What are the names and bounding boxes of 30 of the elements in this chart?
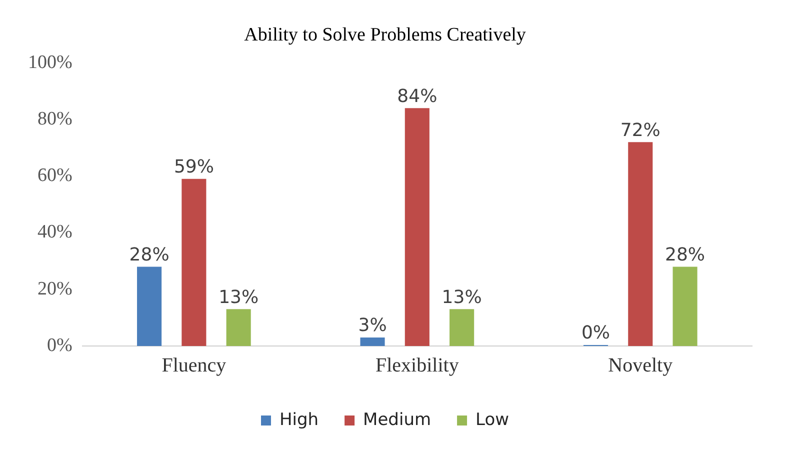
data-label: 3% (358, 315, 387, 336)
legend-label: Low (476, 410, 510, 430)
y-tick-label: 100% (28, 52, 72, 73)
y-tick-label: 80% (38, 108, 72, 130)
data-label: 28% (129, 244, 170, 266)
x-tick-label: Fluency (162, 354, 226, 376)
data-label: 59% (174, 156, 214, 178)
legend-label: Medium (363, 410, 432, 430)
bar (226, 309, 251, 346)
data-label: 13% (442, 286, 482, 308)
data-label: 0% (581, 322, 610, 344)
y-tick-label: 60% (38, 165, 72, 186)
x-tick-label: Novelty (608, 354, 673, 376)
y-tick-label: 20% (38, 278, 72, 300)
x-tick-label: Flexibility (375, 354, 459, 376)
legend-label: High (279, 410, 319, 430)
data-label: 84% (397, 86, 438, 107)
bar (137, 266, 162, 346)
bar (450, 309, 474, 346)
y-tick-label: 0% (47, 334, 72, 356)
data-label: 13% (218, 286, 259, 308)
bar (360, 338, 385, 346)
bar (182, 178, 206, 346)
data-label: 28% (665, 244, 706, 266)
bar (404, 108, 430, 346)
data-label: 72% (620, 120, 660, 141)
chart-title: Ability to Solve Problems Creatively (244, 24, 526, 46)
y-tick-label: 40% (38, 222, 72, 243)
bar (672, 266, 698, 346)
bar (628, 142, 653, 346)
